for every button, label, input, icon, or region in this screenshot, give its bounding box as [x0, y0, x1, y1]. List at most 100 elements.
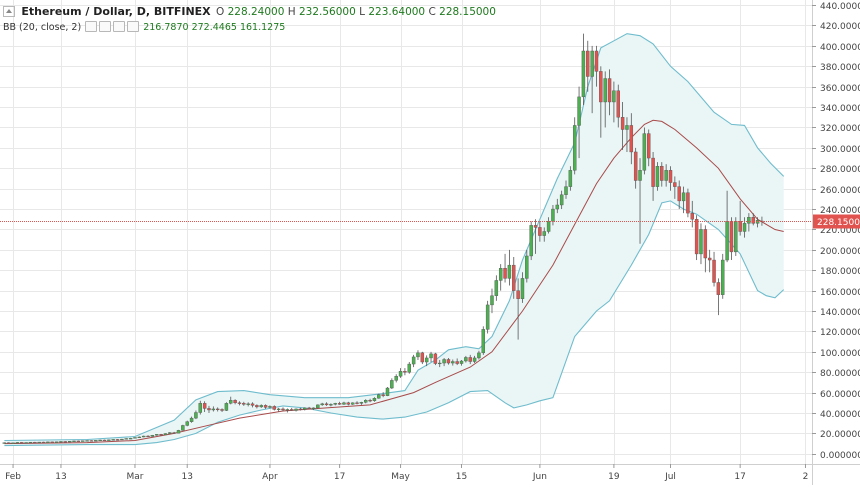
- price-axis[interactable]: 0.000000 20.000000 40.000000 60.000000 80.00…: [812, 0, 860, 485]
- candle: [250, 402, 255, 408]
- candle: [433, 352, 438, 366]
- candle-body: [681, 192, 686, 202]
- x-tick-label: 15: [456, 472, 467, 482]
- candle: [329, 403, 333, 407]
- candle-body: [381, 394, 385, 396]
- candle-body: [751, 217, 755, 224]
- price-label-bg: [813, 214, 860, 229]
- candle-body: [172, 432, 176, 434]
- eye-icon[interactable]: [85, 21, 98, 32]
- candle-body: [181, 425, 185, 431]
- candle-body: [198, 403, 203, 413]
- bb-upper-value: 272.4465: [191, 22, 237, 33]
- candle: [616, 84, 620, 128]
- candle-body: [41, 441, 46, 444]
- candle-body: [368, 400, 372, 402]
- candle-body: [298, 408, 303, 410]
- y-tick-label: 300.000000: [820, 145, 860, 155]
- symbol-title[interactable]: Ethereum / Dollar, D, BITFINEX: [21, 5, 211, 18]
- candle-body: [647, 133, 651, 159]
- candle-body: [629, 125, 634, 153]
- x-tick-label: 2: [803, 472, 809, 482]
- candle: [94, 440, 98, 442]
- candle: [716, 278, 721, 316]
- candle: [263, 404, 268, 409]
- candle-body: [420, 352, 425, 363]
- close-icon[interactable]: [113, 21, 126, 32]
- candle: [599, 66, 603, 138]
- x-tick-label: Feb: [5, 472, 21, 482]
- candle: [403, 368, 407, 376]
- candle: [642, 127, 647, 175]
- more-icon[interactable]: [127, 21, 140, 32]
- candle: [429, 351, 433, 363]
- candle: [303, 407, 307, 411]
- candle: [377, 393, 381, 399]
- candle-body: [699, 229, 703, 255]
- high-label: H: [287, 6, 296, 18]
- candle: [350, 402, 355, 405]
- y-tick-label: 360.000000: [820, 84, 860, 94]
- symbol-legend: Ethereum / Dollar, D, BITFINEX O 228.240…: [3, 5, 496, 19]
- candle-body: [377, 394, 381, 399]
- time-axis[interactable]: Feb 13 Mar 13 Apr 17 May 15 Jun 19 Jul 17 2: [0, 464, 860, 482]
- candle: [455, 358, 459, 366]
- candle: [512, 256, 516, 299]
- candle: [655, 162, 660, 191]
- candle: [572, 117, 577, 175]
- candle: [472, 355, 477, 364]
- candle: [529, 221, 533, 261]
- indicator-name[interactable]: BB (20, close, 2): [3, 22, 82, 33]
- candle-body: [638, 170, 642, 181]
- candle: [468, 354, 472, 365]
- x-tick-label: Apr: [262, 472, 278, 482]
- candle-body: [503, 268, 507, 279]
- candle-body: [242, 403, 246, 405]
- candle: [673, 176, 677, 199]
- candle-body: [734, 221, 738, 253]
- candle: [525, 249, 529, 283]
- candle-body: [337, 403, 342, 405]
- candle: [2, 442, 7, 444]
- candle: [686, 188, 690, 218]
- candle-body: [50, 441, 54, 443]
- y-tick-label: 160.000000: [820, 288, 860, 298]
- candle: [725, 190, 729, 263]
- candle-body: [146, 435, 150, 438]
- candle-body: [451, 361, 455, 364]
- candle-body: [346, 402, 351, 405]
- candle: [660, 162, 664, 187]
- candle: [155, 434, 159, 436]
- candle: [211, 406, 216, 412]
- low-value: 223.64000: [368, 6, 426, 18]
- candle-body: [568, 170, 573, 187]
- candle: [85, 440, 89, 442]
- candle: [20, 442, 24, 444]
- candle-body: [594, 50, 599, 72]
- x-tick-label: 19: [608, 472, 620, 482]
- candle: [111, 439, 115, 441]
- candle: [54, 441, 59, 443]
- candle-body: [255, 405, 259, 408]
- candle-body: [438, 362, 442, 365]
- basis-line: [4, 119, 784, 445]
- x-tick-label: 13: [55, 472, 66, 482]
- y-tick-label: 100.000000: [820, 349, 860, 359]
- candle-body: [98, 439, 102, 442]
- y-tick-label: 400.000000: [820, 43, 860, 53]
- candle-body: [607, 78, 612, 103]
- settings-icon[interactable]: [99, 21, 112, 32]
- candle-body: [333, 403, 337, 405]
- collapse-arrow-icon[interactable]: [3, 5, 15, 17]
- candle-body: [303, 407, 307, 410]
- candle-body: [46, 441, 50, 443]
- candle-body: [664, 170, 668, 181]
- candle: [11, 442, 15, 444]
- candle-body: [311, 407, 316, 409]
- candle-body: [233, 400, 237, 404]
- candle-body: [390, 380, 394, 389]
- candle-body: [268, 406, 272, 408]
- candle: [98, 439, 102, 442]
